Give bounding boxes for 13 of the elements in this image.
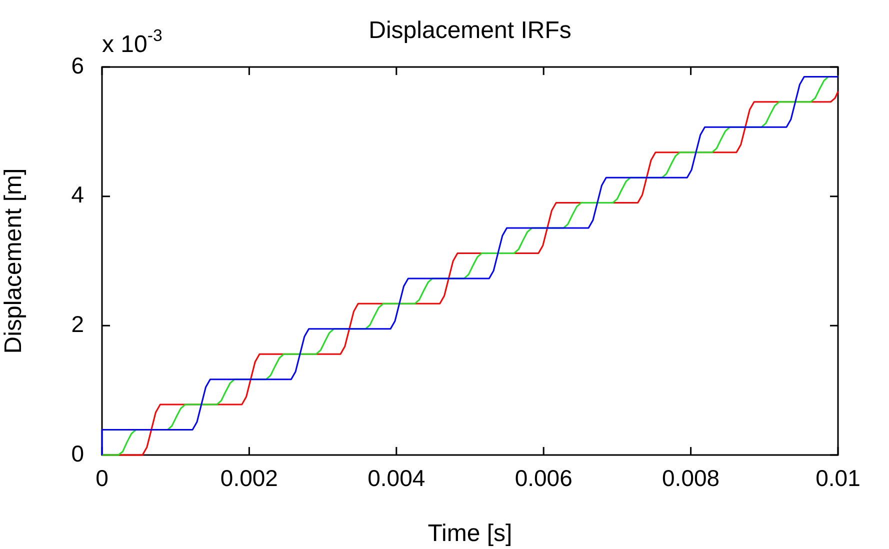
y-tick-label: 0	[71, 440, 84, 466]
x-tick-label: 0.004	[368, 465, 426, 492]
y-tick-label: 4	[71, 182, 84, 208]
x-tick-label: 0.008	[662, 465, 720, 492]
chart-title: Displacement IRFs	[368, 17, 572, 44]
y-tick-label: 6	[71, 52, 84, 78]
y-axis-title: Displacement [m]	[0, 168, 28, 354]
x-tick-label: 0.002	[220, 465, 278, 492]
x-axis-title: Time [s]	[428, 520, 512, 548]
x-tick-label: 0.006	[514, 465, 572, 492]
x-tick-label: 0.01	[816, 465, 860, 492]
x-tick-label: 0	[96, 465, 108, 492]
y-tick-label: 2	[71, 311, 84, 338]
